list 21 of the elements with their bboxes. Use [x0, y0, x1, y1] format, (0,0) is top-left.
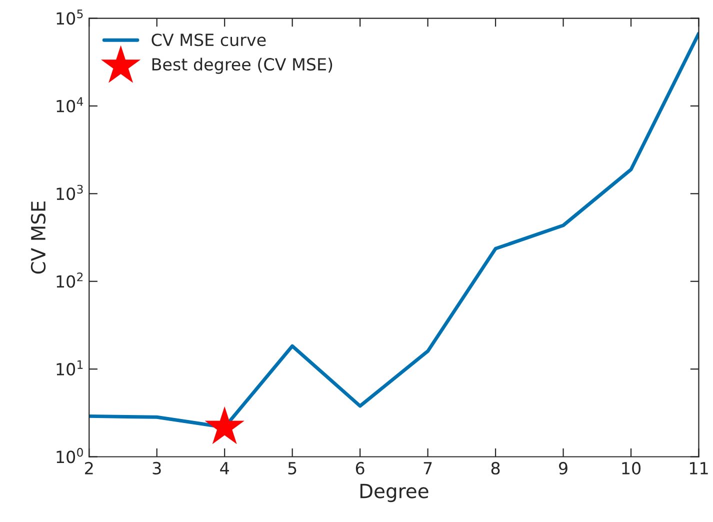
x-tick-label: 3	[152, 462, 161, 475]
x-tick-label: 10	[622, 462, 640, 475]
x-tick-label: 7	[424, 462, 432, 474]
y-tick-label: 10$^{4}$	[56, 97, 84, 112]
y-tick-label: 10$^{5}$	[56, 10, 83, 25]
x-tick-label: 8	[491, 462, 500, 475]
x-tick-label: 11	[690, 462, 708, 474]
legend-label: Best degree (CV MSE)	[152, 58, 332, 74]
y-tick-label: 10$^{3}$	[56, 184, 83, 200]
x-tick-label: 9	[559, 462, 568, 475]
y-axis-title: CV MSE	[30, 202, 46, 274]
y-tick-label: 10$^{1}$	[56, 360, 83, 376]
x-tick-label: 6	[356, 462, 364, 475]
legend-label: CV MSE curve	[152, 34, 266, 46]
x-tick-label: 2	[85, 462, 93, 474]
y-tick-label: 10$^{2}$	[56, 272, 83, 288]
line-series	[89, 32, 699, 429]
y-tick-label: 10$^{0}$	[56, 448, 83, 464]
x-axis-title: Degree	[360, 484, 428, 502]
x-tick-label: 4	[220, 462, 229, 474]
x-tick-label: 5	[288, 462, 296, 475]
